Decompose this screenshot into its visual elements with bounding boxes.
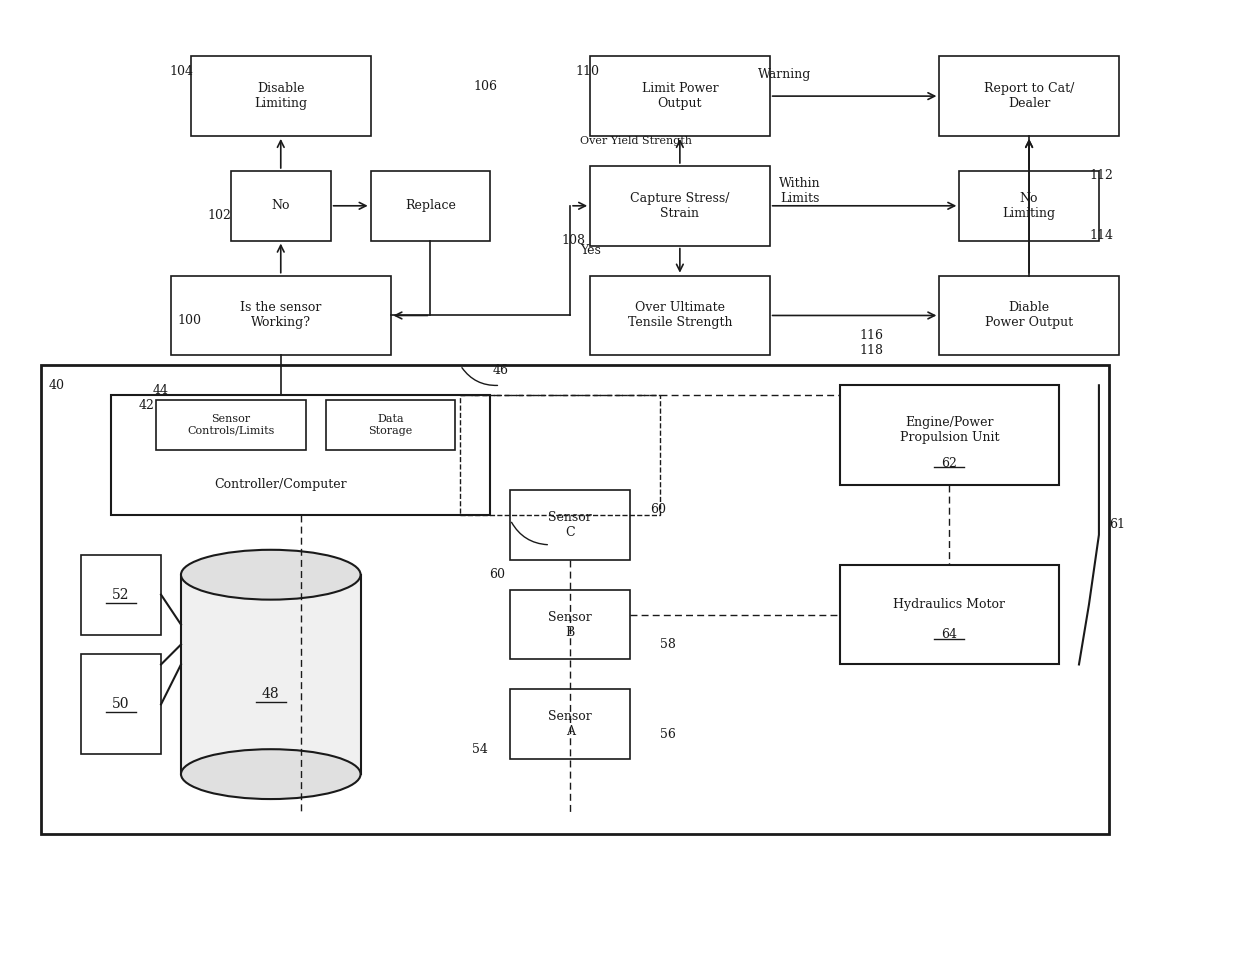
Text: Over Yield Strength: Over Yield Strength [580, 136, 692, 146]
Text: Hydraulics Motor: Hydraulics Motor [893, 598, 1006, 611]
Text: Diable
Power Output: Diable Power Output [985, 302, 1073, 329]
Text: 118: 118 [859, 344, 883, 357]
Text: 54: 54 [472, 743, 489, 755]
Text: 48: 48 [262, 688, 279, 701]
Text: 112: 112 [1089, 169, 1112, 182]
Text: 44: 44 [153, 384, 169, 396]
Text: Replace: Replace [405, 200, 456, 212]
Text: 106: 106 [474, 79, 497, 93]
FancyBboxPatch shape [41, 366, 1109, 834]
Text: 61: 61 [1109, 519, 1125, 531]
FancyBboxPatch shape [960, 171, 1099, 241]
Text: Within
Limits: Within Limits [779, 177, 821, 204]
Text: 42: 42 [138, 398, 154, 412]
Text: Sensor
A: Sensor A [548, 711, 591, 738]
Text: Limit Power
Output: Limit Power Output [641, 82, 718, 110]
Bar [181, 575, 361, 775]
Text: Sensor
C: Sensor C [548, 511, 591, 539]
Text: 110: 110 [575, 65, 599, 77]
Text: Report to Cat/
Dealer: Report to Cat/ Dealer [983, 82, 1074, 110]
Text: 62: 62 [941, 456, 957, 470]
Text: Sensor
B: Sensor B [548, 610, 591, 639]
Text: Disable
Limiting: Disable Limiting [254, 82, 308, 110]
Text: Data
Storage: Data Storage [368, 414, 413, 435]
Text: 60: 60 [490, 568, 505, 582]
FancyBboxPatch shape [156, 400, 306, 450]
FancyBboxPatch shape [231, 171, 331, 241]
FancyBboxPatch shape [590, 276, 770, 355]
FancyBboxPatch shape [171, 276, 391, 355]
Text: 46: 46 [492, 364, 508, 377]
Text: Warning: Warning [758, 68, 811, 81]
FancyBboxPatch shape [590, 56, 770, 136]
FancyBboxPatch shape [112, 395, 490, 515]
FancyBboxPatch shape [939, 56, 1118, 136]
FancyBboxPatch shape [510, 589, 630, 660]
Text: 108: 108 [560, 234, 585, 247]
FancyBboxPatch shape [839, 385, 1059, 485]
FancyBboxPatch shape [510, 490, 630, 560]
FancyBboxPatch shape [326, 400, 455, 450]
Text: Controller/Computer: Controller/Computer [215, 478, 347, 492]
FancyBboxPatch shape [81, 654, 161, 754]
Text: 116: 116 [859, 329, 883, 342]
Text: 58: 58 [660, 638, 676, 651]
Text: No: No [272, 200, 290, 212]
FancyBboxPatch shape [510, 690, 630, 759]
Text: Is the sensor
Working?: Is the sensor Working? [241, 302, 321, 329]
Text: 102: 102 [207, 209, 231, 223]
Text: 52: 52 [113, 587, 130, 602]
Text: Engine/Power
Propulsion Unit: Engine/Power Propulsion Unit [899, 416, 999, 444]
Text: 60: 60 [650, 503, 666, 517]
Text: Sensor
Controls/Limits: Sensor Controls/Limits [187, 414, 274, 435]
Text: 56: 56 [660, 728, 676, 741]
Text: No
Limiting: No Limiting [1002, 192, 1055, 220]
Text: 104: 104 [169, 65, 193, 77]
FancyBboxPatch shape [81, 555, 161, 634]
Text: Capture Stress/
Strain: Capture Stress/ Strain [630, 192, 729, 220]
FancyBboxPatch shape [590, 166, 770, 245]
Text: 50: 50 [113, 697, 130, 711]
FancyBboxPatch shape [839, 564, 1059, 665]
Text: 64: 64 [941, 628, 957, 641]
Ellipse shape [181, 550, 361, 600]
Text: 100: 100 [177, 314, 201, 327]
Text: 114: 114 [1089, 229, 1114, 243]
FancyBboxPatch shape [939, 276, 1118, 355]
FancyBboxPatch shape [371, 171, 490, 241]
Text: Over Ultimate
Tensile Strength: Over Ultimate Tensile Strength [627, 302, 732, 329]
Text: Yes: Yes [580, 244, 601, 257]
Ellipse shape [181, 750, 361, 799]
FancyBboxPatch shape [191, 56, 371, 136]
Text: 40: 40 [48, 379, 64, 392]
